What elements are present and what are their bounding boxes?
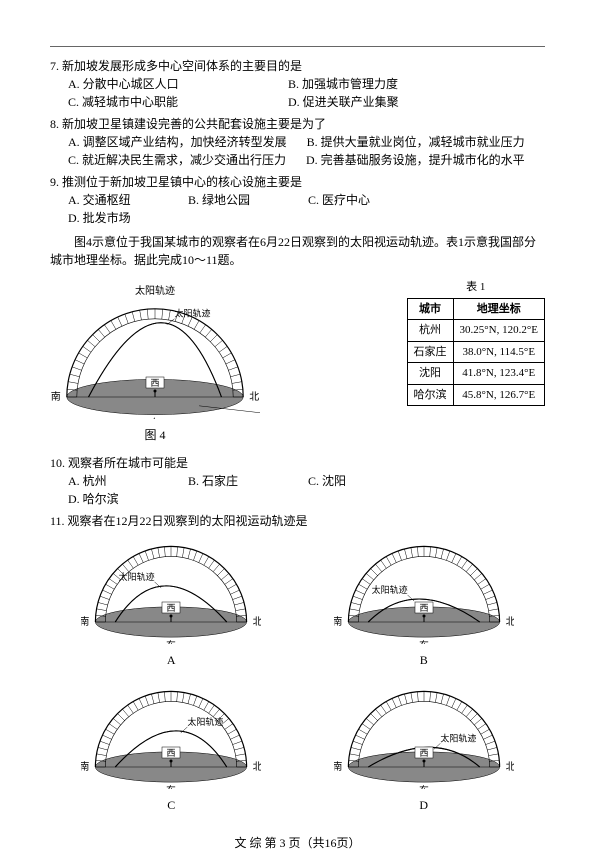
q8-opt-b: B. 提供大量就业岗位，减轻城市就业压力 [307, 133, 525, 151]
svg-text:太阳轨迹: 太阳轨迹 [175, 308, 211, 319]
subfig-c-diagram: 太阳轨迹西南 北东 [81, 679, 261, 789]
q8-stem: 8. 新加坡卫星镇建设完善的公共配套设施主要是为了 [50, 115, 545, 133]
table-row: 沈阳41.8°N, 123.4°E [407, 363, 544, 385]
svg-text:西: 西 [167, 748, 176, 758]
svg-text:东: 东 [419, 784, 429, 789]
svg-text:南: 南 [81, 760, 89, 773]
svg-text:西: 西 [419, 603, 428, 613]
fig4-table-row: 太阳轨迹西南北东地平线太阳轨迹 图 4 表 1 城市地理坐标 杭州30.25°N… [50, 279, 545, 444]
table-row: 石家庄38.0°N, 114.5°E [407, 341, 544, 363]
svg-text:南: 南 [51, 390, 61, 403]
svg-text:北: 北 [505, 761, 513, 773]
q9-opt-c: C. 医疗中心 [308, 191, 408, 209]
fig4-intro: 图4示意位于我国某城市的观察者在6月22日观察到的太阳视运动轨迹。表1示意我国部… [50, 233, 545, 269]
subfig-d-diagram: 太阳轨迹西南 北东 [334, 679, 514, 789]
svg-text:北: 北 [249, 391, 259, 403]
q11: 11. 观察者在12月22日观察到的太阳视运动轨迹是 [50, 512, 545, 530]
table-row: 哈尔滨45.8°N, 126.7°E [407, 384, 544, 406]
q10-opt-d: D. 哈尔滨 [68, 490, 168, 508]
q9: 9. 推测位于新加坡卫星镇中心的核心设施主要是 A. 交通枢纽 B. 绿地公园 … [50, 173, 545, 227]
q7-stem: 7. 新加坡发展形成多中心空间体系的主要目的是 [50, 57, 545, 75]
q10-opt-c: C. 沈阳 [308, 472, 408, 490]
q9-opt-b: B. 绿地公园 [188, 191, 288, 209]
q8-options: A. 调整区域产业结构，加快经济转型发展 B. 提供大量就业岗位，减轻城市就业压… [50, 133, 545, 169]
fig4-container: 太阳轨迹西南北东地平线太阳轨迹 图 4 [50, 279, 260, 444]
table-cell: 38.0°N, 114.5°E [453, 341, 544, 363]
q8: 8. 新加坡卫星镇建设完善的公共配套设施主要是为了 A. 调整区域产业结构，加快… [50, 115, 545, 169]
q8-opt-c: C. 就近解决民生需求，减少交通出行压力 [68, 151, 286, 169]
svg-text:北: 北 [253, 761, 261, 773]
q9-opt-a: A. 交通枢纽 [68, 191, 168, 209]
svg-text:北: 北 [253, 616, 261, 628]
top-rule [50, 46, 545, 47]
subfig-d: 太阳轨迹西南 北东 D [324, 679, 524, 814]
table1: 表 1 城市地理坐标 杭州30.25°N, 120.2°E石家庄38.0°N, … [407, 279, 545, 406]
table-cell: 30.25°N, 120.2°E [453, 320, 544, 342]
q10-opt-a: A. 杭州 [68, 472, 168, 490]
page-footer: 文 综 第 3 页（共16页） [50, 834, 545, 852]
q11-stem: 11. 观察者在12月22日观察到的太阳视运动轨迹是 [50, 512, 545, 530]
svg-text:东: 东 [419, 639, 429, 644]
q9-stem: 9. 推测位于新加坡卫星镇中心的核心设施主要是 [50, 173, 545, 191]
subfig-a-diagram: 太阳轨迹西南 北东 [81, 534, 261, 644]
fig4-caption: 图 4 [50, 426, 260, 444]
q10-stem: 10. 观察者所在城市可能是 [50, 454, 545, 472]
subfig-b: 太阳轨迹西南 北东 B [324, 534, 524, 669]
subfig-c: 太阳轨迹西南 北东 C [71, 679, 271, 814]
svg-text:北: 北 [505, 616, 513, 628]
table-cell: 杭州 [407, 320, 453, 342]
q7-options: A. 分散中心城区人口 B. 加强城市管理力度 C. 减轻城市中心职能 D. 促… [50, 75, 545, 111]
subfig-a-label: A [71, 651, 271, 669]
q10: 10. 观察者所在城市可能是 A. 杭州 B. 石家庄 C. 沈阳 D. 哈尔滨 [50, 454, 545, 508]
table1-header: 地理坐标 [453, 298, 544, 320]
q7: 7. 新加坡发展形成多中心空间体系的主要目的是 A. 分散中心城区人口 B. 加… [50, 57, 545, 111]
table-cell: 沈阳 [407, 363, 453, 385]
q7-opt-c: C. 减轻城市中心职能 [68, 93, 268, 111]
table1-header: 城市 [407, 298, 453, 320]
subfig-c-label: C [71, 796, 271, 814]
subfig-d-label: D [324, 796, 524, 814]
table-cell: 45.8°N, 126.7°E [453, 384, 544, 406]
q9-opt-d: D. 批发市场 [68, 209, 168, 227]
table-cell: 石家庄 [407, 341, 453, 363]
svg-text:西: 西 [167, 603, 176, 613]
svg-text:太阳轨迹: 太阳轨迹 [371, 584, 407, 595]
subfig-b-label: B [324, 651, 524, 669]
table-row: 杭州30.25°N, 120.2°E [407, 320, 544, 342]
q7-opt-b: B. 加强城市管理力度 [288, 75, 488, 93]
svg-text:太阳轨迹: 太阳轨迹 [119, 571, 155, 582]
table-cell: 41.8°N, 123.4°E [453, 363, 544, 385]
q9-options: A. 交通枢纽 B. 绿地公园 C. 医疗中心 D. 批发市场 [50, 191, 545, 227]
svg-text:南: 南 [81, 615, 89, 628]
q8-opt-d: D. 完善基础服务设施，提升城市化的水平 [306, 151, 525, 169]
q10-opt-b: B. 石家庄 [188, 472, 288, 490]
q10-options: A. 杭州 B. 石家庄 C. 沈阳 D. 哈尔滨 [50, 472, 545, 508]
subfig-a: 太阳轨迹西南 北东 A [71, 534, 271, 669]
svg-text:西: 西 [419, 748, 428, 758]
svg-text:南: 南 [334, 760, 342, 773]
svg-text:东: 东 [150, 417, 160, 419]
svg-text:南: 南 [334, 615, 342, 628]
svg-text:太阳轨迹: 太阳轨迹 [440, 732, 476, 743]
svg-text:西: 西 [150, 378, 159, 388]
q7-opt-a: A. 分散中心城区人口 [68, 75, 268, 93]
subfig-b-diagram: 太阳轨迹西南 北东 [334, 534, 514, 644]
svg-text:东: 东 [166, 639, 176, 644]
table-cell: 哈尔滨 [407, 384, 453, 406]
svg-text:太阳轨迹: 太阳轨迹 [188, 716, 224, 727]
q11-figures: 太阳轨迹西南北东 A 太阳轨迹西南北东 B 太阳轨迹西南北东 C 太阳轨迹西南北… [50, 534, 545, 814]
fig4-diagram: 太阳轨迹西南北东地平线太阳轨迹 [50, 279, 260, 419]
q7-opt-d: D. 促进关联产业集聚 [288, 93, 488, 111]
q8-opt-a: A. 调整区域产业结构，加快经济转型发展 [68, 133, 287, 151]
table1-caption: 表 1 [407, 279, 545, 298]
svg-text:太阳轨迹: 太阳轨迹 [135, 284, 175, 297]
svg-text:东: 东 [166, 784, 176, 789]
